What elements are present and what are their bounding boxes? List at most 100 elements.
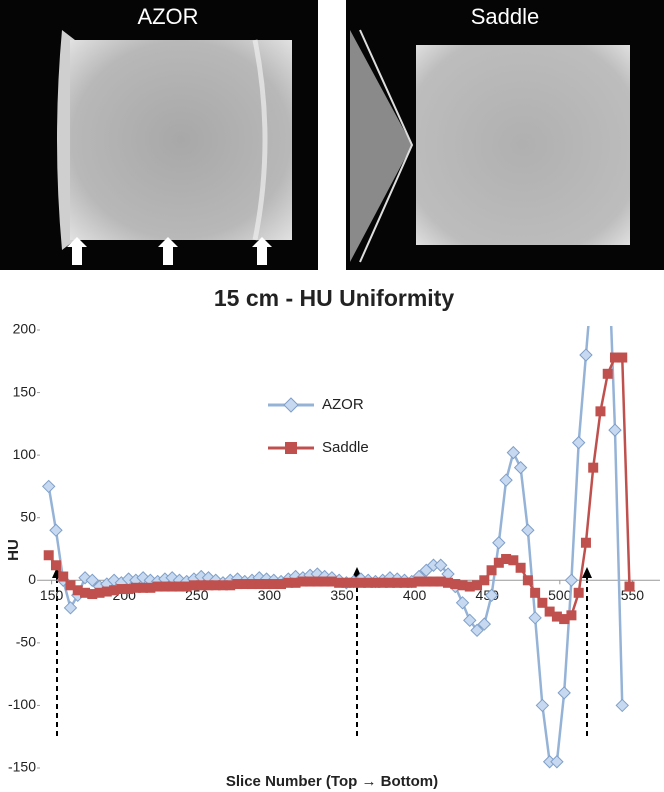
data-point (78, 571, 92, 585)
data-point (94, 587, 105, 598)
data-point (188, 580, 199, 591)
data-point (159, 581, 170, 592)
data-point (80, 587, 91, 598)
data-point (535, 698, 550, 713)
data-point (464, 581, 475, 592)
annotation-arrows (56, 576, 588, 736)
data-point (138, 582, 149, 593)
data-point (522, 575, 533, 586)
data-point (566, 610, 577, 621)
data-point (528, 611, 542, 625)
data-point (63, 601, 78, 615)
data-point (537, 597, 548, 608)
data-point (472, 580, 483, 591)
chart-title: 15 cm - HU Uniformity (214, 285, 454, 311)
x-tick-label: 300 (258, 587, 282, 603)
x-tick-label: 500 (548, 587, 572, 603)
data-point (276, 579, 287, 590)
data-point (455, 596, 470, 610)
data-point (550, 755, 564, 769)
x-tick-label: 400 (403, 587, 427, 603)
data-point (434, 558, 448, 572)
data-point (181, 581, 192, 592)
data-point (413, 576, 424, 587)
y-tick-label: 200 (13, 321, 37, 337)
data-point (457, 580, 468, 591)
data-point (615, 698, 629, 713)
panel-label: Saddle (471, 4, 540, 29)
data-point (595, 406, 606, 417)
data-point (239, 579, 250, 590)
data-point (564, 573, 579, 587)
data-point (521, 523, 535, 537)
data-point (174, 581, 185, 592)
data-point (609, 352, 620, 363)
data-point (544, 606, 555, 617)
data-point (261, 579, 272, 590)
data-point (152, 581, 163, 592)
data-point (479, 575, 490, 586)
data-point (608, 423, 622, 437)
data-point (377, 577, 388, 588)
y-tick-label: -100 (8, 696, 36, 712)
data-point (123, 584, 134, 595)
y-tick-label: -150 (8, 759, 36, 775)
data-point (492, 536, 506, 550)
legend-label: Saddle (322, 439, 369, 456)
data-point (326, 576, 337, 587)
data-point (399, 577, 410, 588)
legend-marker (285, 442, 297, 454)
plot-area (42, 326, 635, 769)
y-tick-label: -50 (16, 634, 36, 650)
data-point (283, 577, 294, 588)
y-tick-label: 0 (28, 571, 36, 587)
data-point (203, 580, 214, 591)
data-point (85, 573, 99, 587)
data-point (305, 576, 316, 587)
data-point (559, 614, 570, 625)
data-point (392, 577, 403, 588)
y-tick-label: 50 (20, 508, 36, 524)
data-point (370, 577, 381, 588)
data-point (297, 576, 308, 587)
data-point (58, 571, 69, 582)
data-point (43, 550, 54, 561)
data-point (435, 576, 446, 587)
data-point (588, 462, 599, 473)
data-point (477, 617, 492, 631)
data-point (515, 562, 526, 573)
data-point (470, 623, 484, 638)
data-point (341, 577, 352, 588)
data-point (116, 584, 127, 595)
data-point (167, 581, 178, 592)
data-point (319, 576, 330, 587)
data-point (232, 579, 243, 590)
y-tick-label: 150 (13, 383, 37, 399)
data-point (493, 557, 504, 568)
data-point (571, 435, 586, 450)
data-point (42, 479, 56, 494)
data-point (101, 586, 112, 597)
data-point (312, 576, 323, 587)
data-point (557, 686, 571, 700)
data-point (217, 580, 228, 591)
data-point (384, 577, 395, 588)
y-axis-label: HU (5, 539, 22, 561)
data-point (145, 582, 156, 593)
data-point (421, 576, 432, 587)
data-point (580, 537, 591, 548)
azor-image: AZOR (0, 0, 318, 270)
legend-label: AZOR (322, 396, 364, 413)
data-point (617, 352, 628, 363)
panel-label: AZOR (137, 4, 198, 29)
data-point (50, 560, 61, 571)
data-point (348, 577, 359, 588)
data-point (355, 577, 366, 588)
data-point (486, 565, 497, 576)
data-point (196, 580, 207, 591)
data-point (109, 585, 120, 596)
data-point (624, 581, 635, 592)
data-point (225, 580, 236, 591)
data-point (513, 460, 528, 475)
